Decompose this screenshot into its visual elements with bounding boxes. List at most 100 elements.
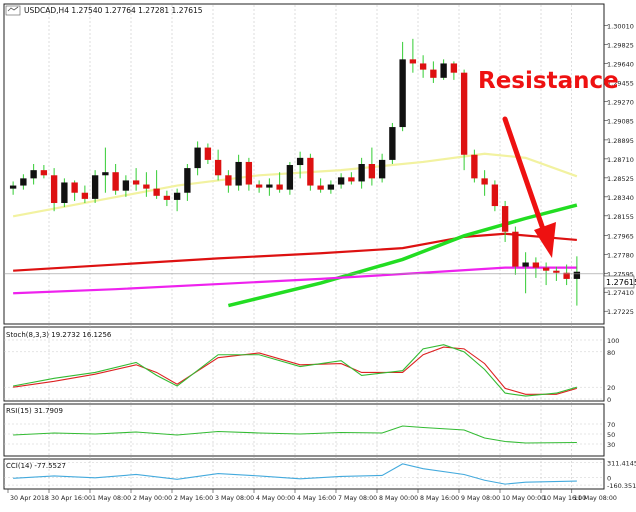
moving-average-line [12, 152, 578, 218]
candle-body [132, 180, 140, 185]
candle-body [30, 170, 37, 179]
current-price-box [603, 275, 635, 289]
y-tick-label: 1.29640 [607, 60, 634, 68]
candle-body [542, 267, 550, 271]
indicator-tick-label: 80 [607, 349, 615, 357]
y-tick-label: 1.29270 [607, 98, 634, 106]
main-panel [3, 3, 605, 325]
stoch-label: Stoch(8,3,3) 19.2732 16.1256 [6, 331, 112, 339]
candle-body [91, 175, 99, 199]
indicator-tick-label: 50 [607, 431, 615, 439]
x-tick-label: 9 May 08:00 [461, 495, 500, 502]
candle-body [553, 270, 560, 273]
y-tick-label: 1.29825 [607, 41, 634, 49]
candles [9, 38, 581, 306]
candle-body [532, 262, 540, 268]
candle-body [204, 147, 212, 160]
candle-body [307, 157, 314, 186]
cci-line [13, 463, 577, 485]
candle-body [153, 188, 160, 196]
candle-body [491, 184, 499, 207]
candle-body [389, 127, 396, 160]
title-box [5, 5, 21, 16]
y-tick-label: 1.27965 [607, 232, 634, 240]
candle-body [225, 175, 232, 186]
y-tick-label: 1.28895 [607, 137, 634, 145]
stoch-panel [3, 326, 605, 402]
candle-body [245, 161, 253, 185]
candle-body [20, 178, 27, 186]
y-tick-label: 1.27410 [607, 289, 634, 297]
candle-body [368, 164, 376, 179]
candle-body [102, 172, 109, 176]
indicator-tick-label: 311.4145 [607, 459, 636, 467]
candle-body [460, 72, 468, 155]
candle-body [348, 177, 355, 182]
x-tick-label: 30 Apr 16:00 [51, 495, 92, 502]
candle-body [214, 159, 222, 176]
candle-body [71, 182, 78, 193]
y-axis-ticks: 1.30010 1.29825 1.29640 1.29455 1.29270 1.290… [4, 22, 634, 316]
x-tick-label: 1 May 08:00 [92, 495, 131, 502]
x-tick-label: 4 May 00:00 [256, 495, 295, 502]
stoch-main-line [13, 344, 578, 397]
moving-averages [12, 152, 578, 308]
candle-body [9, 185, 17, 189]
candle-body [430, 69, 437, 78]
x-tick-label: 2 May 00:00 [133, 495, 172, 502]
candle-body [573, 271, 581, 279]
candle-body [440, 63, 447, 78]
candle-body [419, 63, 427, 70]
x-tick-label: 8 May 00:00 [379, 495, 418, 502]
y-tick-label: 1.27780 [607, 251, 634, 259]
candle-body [378, 159, 386, 179]
candle-body [235, 161, 242, 186]
y-tick-label: 1.27595 [607, 270, 634, 278]
cci-label: CCI(14) -77.5527 [6, 462, 66, 470]
y-tick-label: 1.29085 [607, 117, 634, 125]
y-tick-label: 1.27225 [607, 308, 634, 316]
y-tick-label: 1.29455 [607, 79, 634, 87]
x-tick-label: 11 May 08:00 [574, 495, 617, 502]
candle-body [61, 182, 68, 203]
indicator-tick-label: 0 [607, 474, 611, 482]
resistance-annotation: Resistance [478, 68, 619, 94]
y-tick-label: 1.28710 [607, 156, 634, 164]
moving-average-line [13, 232, 577, 272]
x-tick-label: 10 May 00:00 [502, 495, 545, 502]
candle-body [409, 59, 417, 64]
candle-body [512, 231, 519, 267]
x-tick-label: 2 May 16:00 [174, 495, 213, 502]
indicator-tick-label: 100 [607, 337, 619, 345]
rsi-panel [3, 403, 605, 457]
indicator-tick-label: 20 [607, 384, 615, 392]
y-tick-label: 1.28525 [607, 175, 634, 183]
candle-body [50, 175, 58, 203]
candle-body [266, 184, 273, 188]
rsi-indicator: 70 50 30 [4, 421, 615, 449]
candle-body [122, 180, 130, 191]
candle-body [184, 168, 191, 193]
day-separators [48, 5, 572, 489]
candle-body [143, 184, 150, 189]
candle-body [40, 170, 48, 176]
moving-average-line [13, 266, 577, 295]
candle-body [399, 59, 406, 128]
candle-body [81, 192, 89, 199]
moving-average-line [227, 203, 578, 308]
resistance-arrow [502, 116, 556, 258]
x-tick-label: 10 May 16:00 [543, 495, 586, 502]
y-tick-label: 1.28340 [607, 194, 634, 202]
candle-body [358, 164, 365, 182]
candle-body [501, 206, 509, 232]
candle-body [112, 172, 119, 191]
x-tick-label: 4 May 16:00 [297, 495, 336, 502]
candle-body [286, 165, 294, 190]
x-tick-label: 3 May 08:00 [215, 495, 254, 502]
candle-body [173, 192, 181, 200]
stochastic-indicator: 100 80 20 0 [4, 337, 619, 404]
candle-body [471, 154, 478, 179]
